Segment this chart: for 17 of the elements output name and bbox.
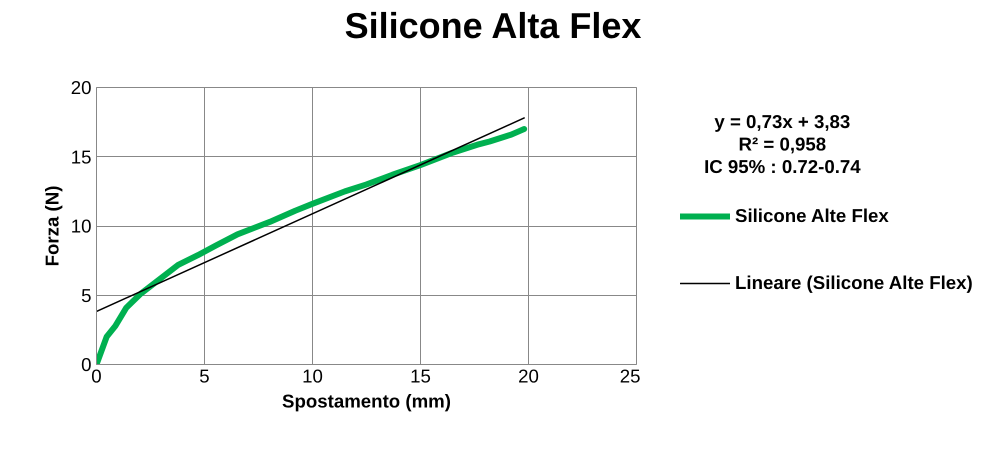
y-tick-label: 5	[81, 284, 92, 306]
x-tick-label: 5	[199, 366, 210, 386]
text: IC 95% : 0.72-0.74	[704, 156, 862, 178]
text: R² = 0,958	[738, 134, 826, 155]
y-tick-label: 15	[70, 146, 92, 168]
y-axis-title: Forza (N)	[42, 186, 63, 266]
x-tick-label: 20	[518, 366, 539, 386]
legend-label: Silicone Alte Flex	[735, 205, 889, 227]
x-tick-label: 10	[302, 366, 323, 386]
y-tick-label: 10	[70, 216, 92, 236]
chart-title: Silicone Alta Flex	[344, 4, 642, 48]
x-axis-title: Spostamento (mm)	[282, 390, 451, 412]
x-tick-label: 25	[620, 366, 641, 386]
legend-label: Lineare (Silicone Alte Flex)	[735, 272, 973, 294]
text: y = 0,73x + 3,83	[714, 110, 850, 132]
x-tick-label: 15	[410, 366, 431, 386]
y-tick-label: 20	[70, 77, 92, 98]
